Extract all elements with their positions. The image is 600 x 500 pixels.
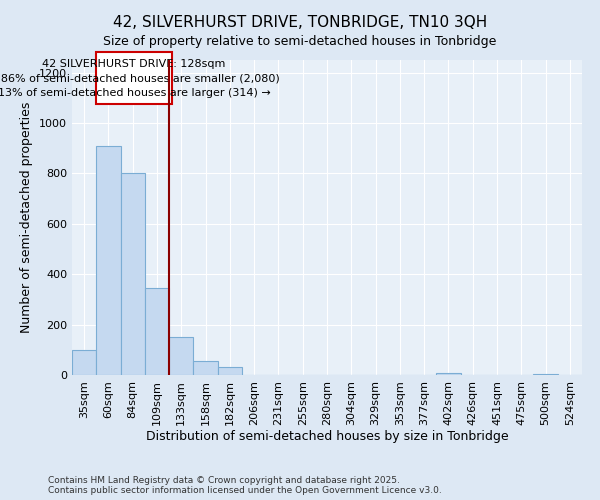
- Bar: [436, 373, 461, 375]
- Bar: [145, 288, 169, 375]
- FancyBboxPatch shape: [96, 52, 172, 104]
- Text: 13% of semi-detached houses are larger (314) →: 13% of semi-detached houses are larger (…: [0, 88, 271, 99]
- Bar: [193, 361, 218, 375]
- Text: 42 SILVERHURST DRIVE: 128sqm: 42 SILVERHURST DRIVE: 128sqm: [42, 59, 226, 69]
- Bar: [96, 146, 121, 375]
- Bar: [533, 374, 558, 375]
- Y-axis label: Number of semi-detached properties: Number of semi-detached properties: [20, 102, 34, 333]
- Bar: [169, 337, 193, 375]
- Text: Size of property relative to semi-detached houses in Tonbridge: Size of property relative to semi-detach…: [103, 35, 497, 48]
- X-axis label: Distribution of semi-detached houses by size in Tonbridge: Distribution of semi-detached houses by …: [146, 430, 508, 444]
- Bar: [121, 174, 145, 375]
- Text: ← 86% of semi-detached houses are smaller (2,080): ← 86% of semi-detached houses are smalle…: [0, 74, 280, 84]
- Text: Contains HM Land Registry data © Crown copyright and database right 2025.
Contai: Contains HM Land Registry data © Crown c…: [48, 476, 442, 495]
- Bar: [72, 350, 96, 375]
- Bar: [218, 368, 242, 375]
- Text: 42, SILVERHURST DRIVE, TONBRIDGE, TN10 3QH: 42, SILVERHURST DRIVE, TONBRIDGE, TN10 3…: [113, 15, 487, 30]
